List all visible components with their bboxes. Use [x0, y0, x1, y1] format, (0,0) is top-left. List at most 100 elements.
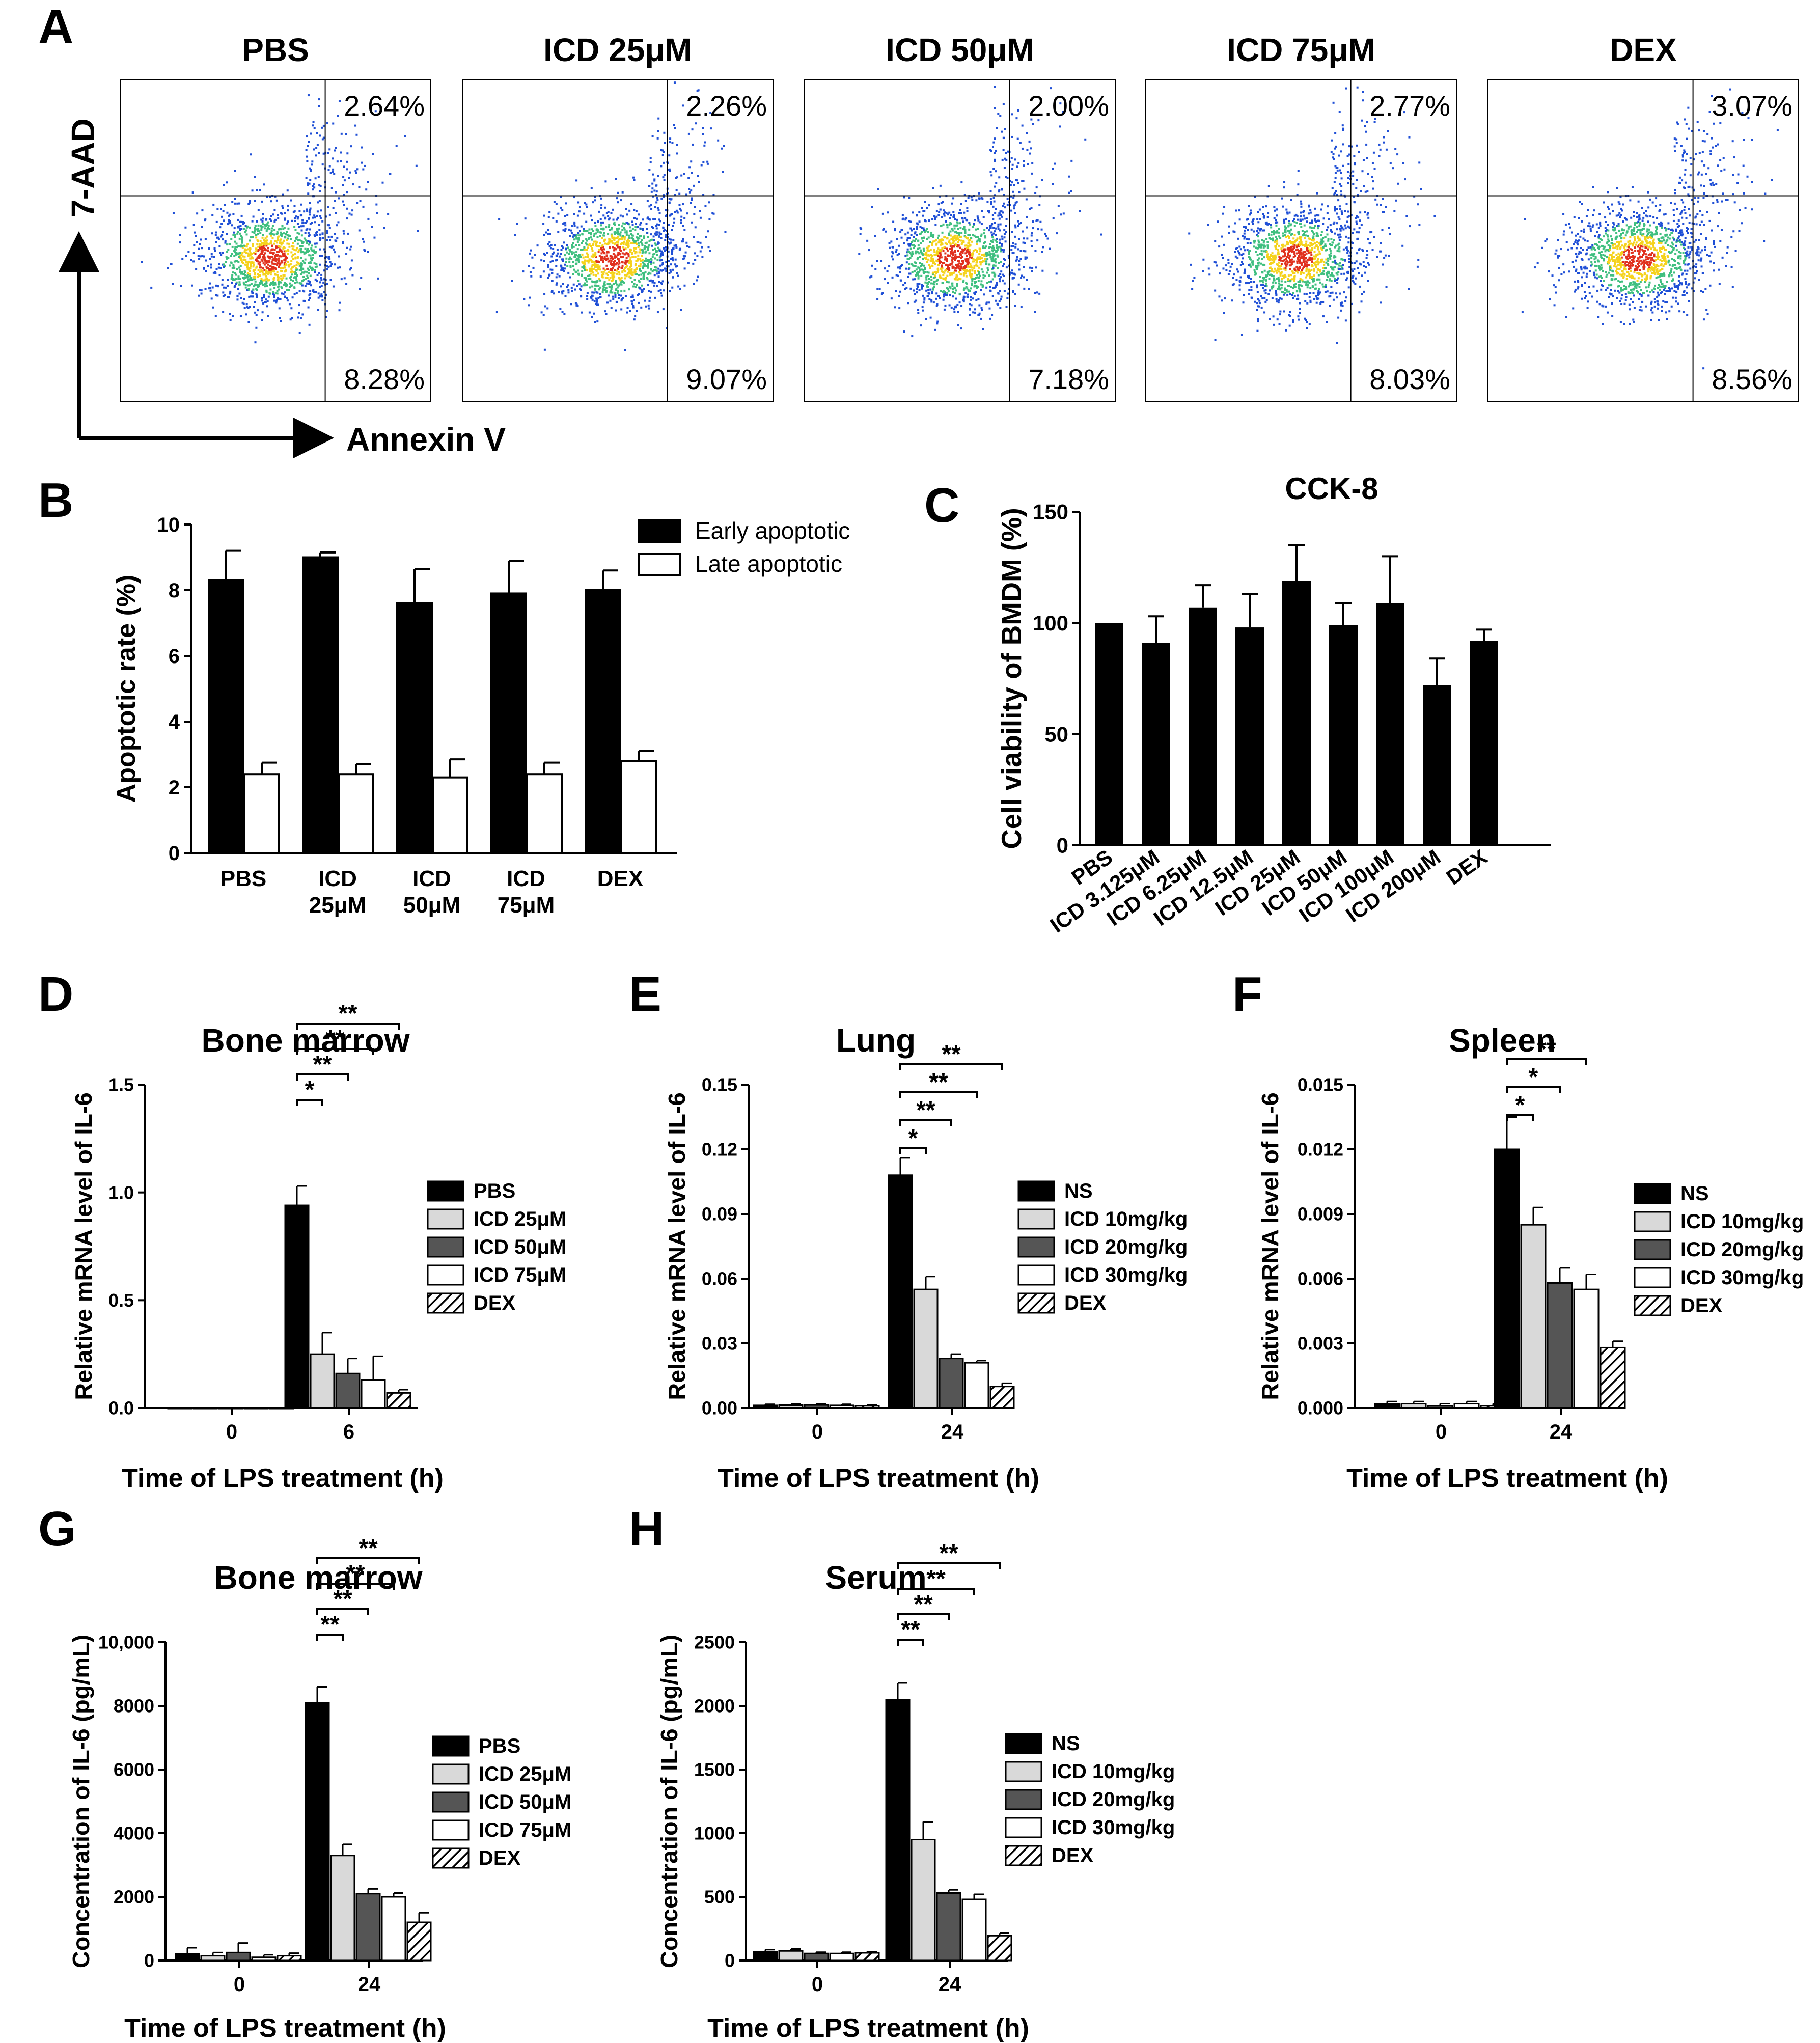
- flow-event-dot: [1305, 319, 1307, 321]
- flow-event-dot: [1059, 125, 1061, 128]
- flow-event-dot: [944, 236, 946, 238]
- flow-event-dot: [980, 317, 983, 320]
- flow-event-dot: [1293, 280, 1295, 282]
- flow-event-dot: [240, 297, 242, 299]
- flow-event-dot: [971, 278, 974, 280]
- flow-event-dot: [305, 177, 308, 179]
- flow-event-dot: [641, 284, 643, 287]
- flow-event-dot: [1266, 256, 1269, 258]
- flow-event-dot: [1263, 256, 1265, 259]
- flow-event-dot: [611, 235, 614, 238]
- flow-event-dot: [995, 208, 997, 210]
- flow-event-dot: [1261, 258, 1263, 260]
- flow-event-dot: [629, 259, 631, 261]
- flow-event-dot: [319, 255, 321, 257]
- flow-event-dot: [576, 259, 579, 262]
- flow-event-dot: [1314, 283, 1317, 286]
- flow-event-dot: [234, 170, 236, 172]
- flow-event-dot: [567, 291, 570, 294]
- flow-event-dot: [596, 220, 599, 223]
- flow-event-dot: [614, 233, 616, 235]
- flow-event-dot: [304, 232, 307, 234]
- flow-event-dot: [286, 299, 289, 302]
- flow-event-dot: [1246, 237, 1248, 240]
- flow-event-dot: [329, 265, 332, 267]
- flow-event-dot: [1337, 233, 1339, 236]
- flow-event-dot: [328, 213, 331, 216]
- flow-event-dot: [997, 292, 1000, 295]
- flow-event-dot: [280, 241, 282, 244]
- flow-event-dot: [921, 237, 923, 239]
- flow-event-dot: [1299, 308, 1301, 310]
- flow-event-dot: [251, 231, 254, 233]
- flow-event-dot: [1416, 265, 1419, 268]
- flow-event-dot: [952, 254, 954, 256]
- flow-event-dot: [940, 248, 942, 251]
- flow-event-dot: [610, 240, 612, 243]
- flow-event-dot: [981, 198, 984, 200]
- flow-event-dot: [1005, 176, 1007, 178]
- flow-event-dot: [649, 296, 651, 299]
- flow-event-dot: [974, 282, 976, 284]
- flow-event-dot: [958, 255, 960, 258]
- flow-event-dot: [1417, 259, 1420, 261]
- flow-event-dot: [1023, 237, 1025, 240]
- flow-event-dot: [951, 285, 954, 287]
- flow-event-dot: [315, 154, 317, 157]
- flow-event-dot: [270, 219, 272, 222]
- flow-event-dot: [982, 277, 985, 279]
- flow-event-dot: [869, 276, 871, 279]
- flow-event-dot: [991, 250, 994, 252]
- flow-event-dot: [988, 211, 990, 214]
- flow-event-dot: [269, 292, 271, 295]
- flow-event-dot: [1307, 244, 1310, 246]
- flow-event-dot: [528, 265, 530, 267]
- flow-event-dot: [246, 243, 249, 246]
- flow-event-dot: [602, 270, 605, 273]
- flow-event-dot: [633, 209, 636, 211]
- flow-event-dot: [931, 258, 934, 260]
- flow-event-dot: [263, 269, 266, 271]
- flow-event-dot: [611, 266, 614, 269]
- flow-event-dot: [271, 225, 274, 227]
- flow-event-dot: [643, 288, 645, 290]
- flow-event-dot: [295, 277, 297, 279]
- flow-event-dot: [673, 217, 676, 220]
- flow-event-dot: [234, 247, 237, 250]
- flow-event-dot: [308, 282, 311, 285]
- flow-event-dot: [282, 247, 285, 250]
- flow-event-dot: [978, 197, 980, 200]
- flow-event-dot: [964, 264, 967, 267]
- flow-event-dot: [646, 277, 648, 279]
- flow-event-dot: [999, 223, 1002, 226]
- flow-event-dot: [1017, 283, 1020, 286]
- flow-event-dot: [956, 274, 958, 277]
- flow-event-dot: [648, 205, 651, 208]
- flow-event-dot: [962, 274, 965, 277]
- flow-event-dot: [947, 281, 950, 284]
- flow-event-dot: [217, 236, 220, 239]
- flow-event-dot: [1336, 342, 1338, 344]
- flow-event-dot: [313, 269, 316, 271]
- flow-event-dot: [291, 245, 293, 247]
- flow-event-dot: [606, 301, 609, 304]
- flow-event-dot: [969, 314, 971, 316]
- flow-event-dot: [261, 297, 263, 299]
- flow-event-dot: [899, 271, 901, 273]
- flow-event-dot: [316, 280, 318, 283]
- flow-event-dot: [264, 301, 266, 303]
- flow-event-dot: [987, 210, 989, 212]
- flow-event-dot: [1003, 249, 1005, 252]
- flow-event-dot: [301, 260, 304, 262]
- flow-event-dot: [628, 209, 631, 212]
- flow-event-dot: [232, 278, 235, 280]
- flow-event-dot: [671, 249, 674, 252]
- flow-event-dot: [656, 231, 658, 234]
- flow-event-dot: [1354, 283, 1357, 285]
- flow-event-dot: [254, 227, 256, 229]
- flow-event-dot: [264, 240, 267, 243]
- flow-event-dot: [326, 265, 328, 267]
- flow-event-dot: [654, 269, 657, 271]
- flow-event-dot: [976, 240, 978, 243]
- flow-event-dot: [1005, 231, 1007, 233]
